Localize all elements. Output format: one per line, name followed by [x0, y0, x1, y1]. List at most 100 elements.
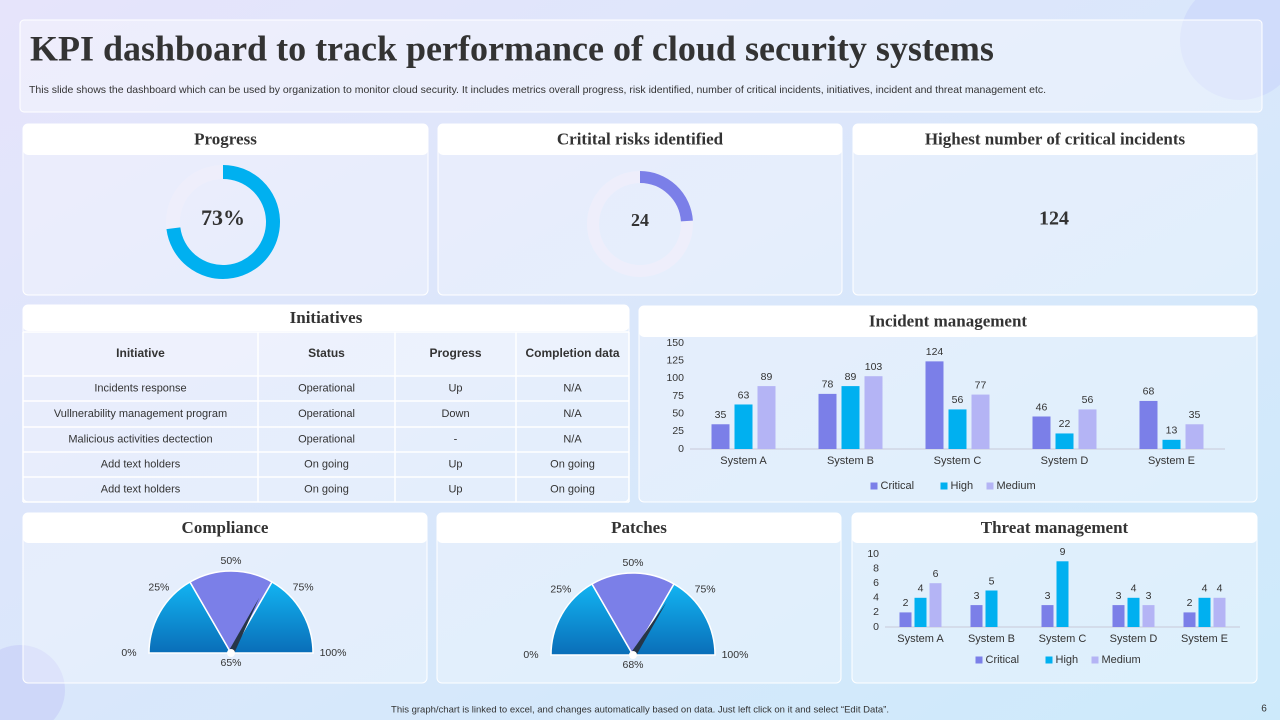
- table-cell: Up: [448, 382, 462, 394]
- gauge-hub: [227, 649, 235, 657]
- legend-label: Medium: [1102, 654, 1141, 666]
- gauge-hub: [629, 651, 637, 659]
- table-cell: On going: [550, 483, 595, 495]
- kpi-value: 124: [1039, 208, 1069, 230]
- panel-title: Highest number of critical incidents: [925, 129, 1186, 148]
- data-label: 124: [926, 346, 944, 358]
- gauge-band: [188, 570, 274, 655]
- legend-label: High: [951, 480, 974, 492]
- gauge-band: [550, 582, 635, 656]
- table-cell: Operational: [298, 433, 355, 445]
- panel-title: Compliance: [182, 518, 269, 537]
- table-cell: Add text holders: [101, 458, 181, 470]
- data-label: 63: [738, 389, 750, 401]
- legend-label: Medium: [997, 480, 1036, 492]
- table-cell: Add text holders: [101, 483, 181, 495]
- table-cell: Up: [448, 458, 462, 470]
- data-label: 4: [1217, 583, 1223, 595]
- table-header: Progress: [429, 346, 481, 360]
- panel-header: [853, 124, 1257, 155]
- bar: [1032, 416, 1051, 449]
- table-cell: Malicious activities dectection: [68, 433, 212, 445]
- gauge-needle: [630, 602, 667, 657]
- panel-title: Incident management: [869, 311, 1028, 330]
- bar: [1183, 612, 1196, 627]
- bar: [985, 590, 998, 627]
- bar: [1142, 605, 1155, 627]
- gauge-tick-label: 0%: [121, 647, 136, 659]
- data-label: 35: [715, 409, 727, 421]
- table-cell: -: [454, 433, 458, 445]
- gauge-tick-label: 100%: [320, 647, 347, 659]
- legend-label: Critical: [881, 480, 915, 492]
- page-number: 6: [1261, 704, 1267, 715]
- panel-header: [23, 513, 427, 543]
- bar: [914, 597, 927, 627]
- panel-title: Progress: [194, 129, 257, 148]
- decor: [1180, 0, 1280, 100]
- gauge-tick-label: 100%: [722, 649, 749, 661]
- legend-swatch: [975, 656, 983, 664]
- legend-label: High: [1056, 654, 1079, 666]
- gauge-band: [590, 572, 676, 657]
- data-label: 46: [1036, 401, 1048, 413]
- table-cell: N/A: [563, 433, 582, 445]
- data-label: 103: [865, 361, 883, 373]
- legend-swatch: [986, 482, 994, 490]
- gauge-band: [229, 580, 314, 654]
- y-tick-label: 4: [873, 592, 879, 604]
- gauge-tick-label: 75%: [293, 582, 314, 594]
- bar: [1185, 424, 1204, 449]
- legend-swatch: [870, 482, 878, 490]
- gauge-value: 65%: [220, 657, 241, 669]
- legend-swatch: [1091, 656, 1099, 664]
- bar: [1213, 597, 1226, 627]
- gauge-value: 68%: [622, 659, 643, 671]
- data-label: 89: [845, 371, 857, 383]
- data-label: 78: [822, 379, 834, 391]
- footer-note: This graph/chart is linked to excel, and…: [391, 705, 889, 716]
- data-label: 77: [975, 379, 987, 391]
- gauge-tick-label: 25%: [148, 582, 169, 594]
- gauge-tick-label: 0%: [523, 649, 538, 661]
- x-tick-label: System E: [1181, 633, 1228, 645]
- data-label: 3: [1146, 590, 1152, 602]
- bar: [970, 605, 983, 627]
- bar: [841, 386, 860, 449]
- bar: [925, 361, 944, 449]
- data-label: 56: [1082, 394, 1094, 406]
- bar: [1127, 597, 1140, 627]
- data-label: 9: [1060, 546, 1066, 558]
- donut-label: 24: [631, 210, 649, 230]
- y-tick-label: 8: [873, 562, 879, 574]
- table-cell: On going: [304, 458, 349, 470]
- bar: [1056, 561, 1069, 627]
- x-tick-label: System B: [968, 633, 1015, 645]
- y-tick-label: 0: [678, 443, 684, 455]
- donut-label: 73%: [201, 205, 245, 230]
- data-label: 22: [1059, 418, 1071, 430]
- bar: [1041, 605, 1054, 627]
- bar: [734, 404, 753, 449]
- gauge-needle: [228, 597, 260, 655]
- data-label: 3: [1116, 590, 1122, 602]
- bar: [1112, 605, 1125, 627]
- table-cell: Incidents response: [94, 382, 186, 394]
- table-cell: Down: [441, 408, 469, 420]
- table-header: Initiative: [116, 346, 165, 360]
- data-label: 4: [1202, 583, 1208, 595]
- y-tick-label: 150: [666, 337, 684, 349]
- bar: [818, 393, 837, 449]
- data-label: 4: [918, 583, 924, 595]
- panel-title: Patches: [611, 518, 667, 537]
- x-tick-label: System B: [827, 455, 874, 467]
- panel-title: Threat management: [981, 518, 1129, 537]
- donut-arc: [166, 165, 280, 279]
- bar: [1198, 597, 1211, 627]
- legend-swatch: [1045, 656, 1053, 664]
- panel-header: [437, 513, 841, 543]
- bar: [971, 394, 990, 449]
- gauge-band: [631, 582, 716, 656]
- y-tick-label: 25: [672, 425, 684, 437]
